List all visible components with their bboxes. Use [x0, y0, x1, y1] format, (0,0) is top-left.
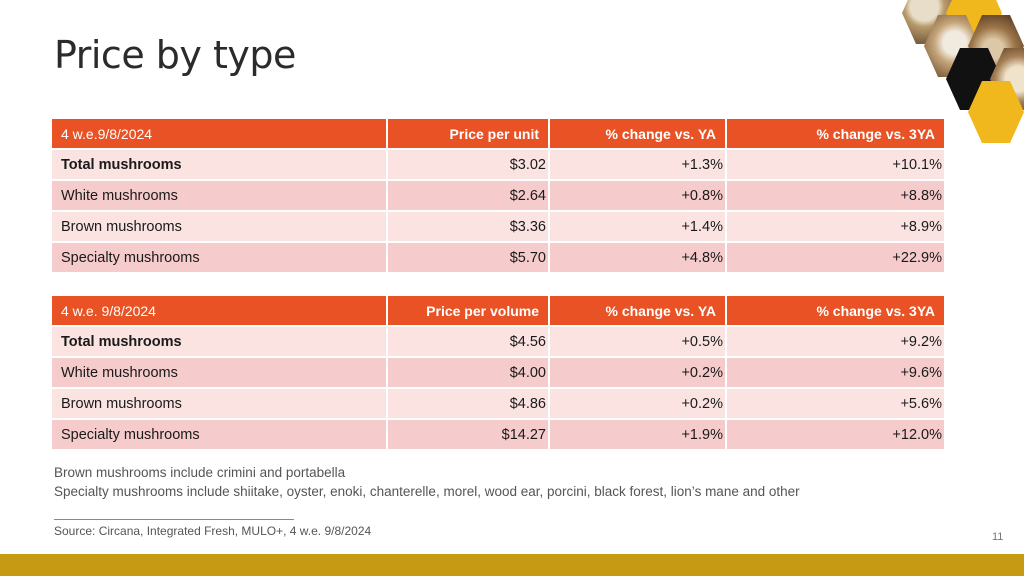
change-3ya-cell: +22.9%: [727, 243, 944, 272]
price-per-volume-header: Price per volume: [388, 296, 548, 325]
table-row: Brown mushrooms $3.36 +1.4% +8.9%: [52, 212, 944, 241]
table-row: Specialty mushrooms $14.27 +1.9% +12.0%: [52, 420, 944, 449]
source-citation: Source: Circana, Integrated Fresh, MULO+…: [54, 524, 372, 538]
hexagon-decoration: [888, 0, 1024, 150]
price-cell: $3.36: [388, 212, 548, 241]
page-title: Price by type: [54, 33, 296, 77]
change-3ya-header: % change vs. 3YA: [727, 119, 944, 148]
row-label: Specialty mushrooms: [52, 243, 386, 272]
change-3ya-cell: +8.8%: [727, 181, 944, 210]
price-cell: $4.00: [388, 358, 548, 387]
change-3ya-header: % change vs. 3YA: [727, 296, 944, 325]
period-header: 4 w.e. 9/8/2024: [52, 296, 386, 325]
change-ya-cell: +0.5%: [550, 327, 725, 356]
row-label: Total mushrooms: [52, 327, 386, 356]
price-cell: $3.02: [388, 150, 548, 179]
change-ya-cell: +0.8%: [550, 181, 725, 210]
change-ya-cell: +0.2%: [550, 358, 725, 387]
table-row: White mushrooms $2.64 +0.8% +8.8%: [52, 181, 944, 210]
table-row: Total mushrooms $4.56 +0.5% +9.2%: [52, 327, 944, 356]
change-3ya-cell: +9.6%: [727, 358, 944, 387]
page-number: 11: [992, 531, 1004, 543]
change-3ya-cell: +5.6%: [727, 389, 944, 418]
row-label: Specialty mushrooms: [52, 420, 386, 449]
table-header-row: 4 w.e.9/8/2024 Price per unit % change v…: [52, 119, 944, 148]
row-label: Brown mushrooms: [52, 389, 386, 418]
price-cell: $4.86: [388, 389, 548, 418]
change-3ya-cell: +12.0%: [727, 420, 944, 449]
price-per-volume-table: 4 w.e. 9/8/2024 Price per volume % chang…: [50, 294, 946, 451]
change-3ya-cell: +10.1%: [727, 150, 944, 179]
row-label: White mushrooms: [52, 181, 386, 210]
change-ya-cell: +1.9%: [550, 420, 725, 449]
price-cell: $2.64: [388, 181, 548, 210]
table-row: Brown mushrooms $4.86 +0.2% +5.6%: [52, 389, 944, 418]
change-3ya-cell: +9.2%: [727, 327, 944, 356]
price-cell: $4.56: [388, 327, 548, 356]
table-row: Specialty mushrooms $5.70 +4.8% +22.9%: [52, 243, 944, 272]
price-per-unit-header: Price per unit: [388, 119, 548, 148]
change-ya-cell: +0.2%: [550, 389, 725, 418]
row-label: Brown mushrooms: [52, 212, 386, 241]
specialty-mushrooms-note: Specialty mushrooms include shiitake, oy…: [54, 484, 800, 499]
change-ya-cell: +4.8%: [550, 243, 725, 272]
row-label: White mushrooms: [52, 358, 386, 387]
price-per-unit-table: 4 w.e.9/8/2024 Price per unit % change v…: [50, 117, 946, 274]
row-label: Total mushrooms: [52, 150, 386, 179]
change-ya-cell: +1.3%: [550, 150, 725, 179]
source-divider: [54, 519, 294, 520]
price-cell: $14.27: [388, 420, 548, 449]
table-header-row: 4 w.e. 9/8/2024 Price per volume % chang…: [52, 296, 944, 325]
change-ya-cell: +1.4%: [550, 212, 725, 241]
change-ya-header: % change vs. YA: [550, 119, 725, 148]
price-cell: $5.70: [388, 243, 548, 272]
table-row: Total mushrooms $3.02 +1.3% +10.1%: [52, 150, 944, 179]
footer-accent-bar: [0, 554, 1024, 576]
change-3ya-cell: +8.9%: [727, 212, 944, 241]
footnotes: Brown mushrooms include crimini and port…: [54, 463, 800, 501]
brown-mushrooms-note: Brown mushrooms include crimini and port…: [54, 465, 346, 480]
period-header: 4 w.e.9/8/2024: [52, 119, 386, 148]
change-ya-header: % change vs. YA: [550, 296, 725, 325]
table-row: White mushrooms $4.00 +0.2% +9.6%: [52, 358, 944, 387]
